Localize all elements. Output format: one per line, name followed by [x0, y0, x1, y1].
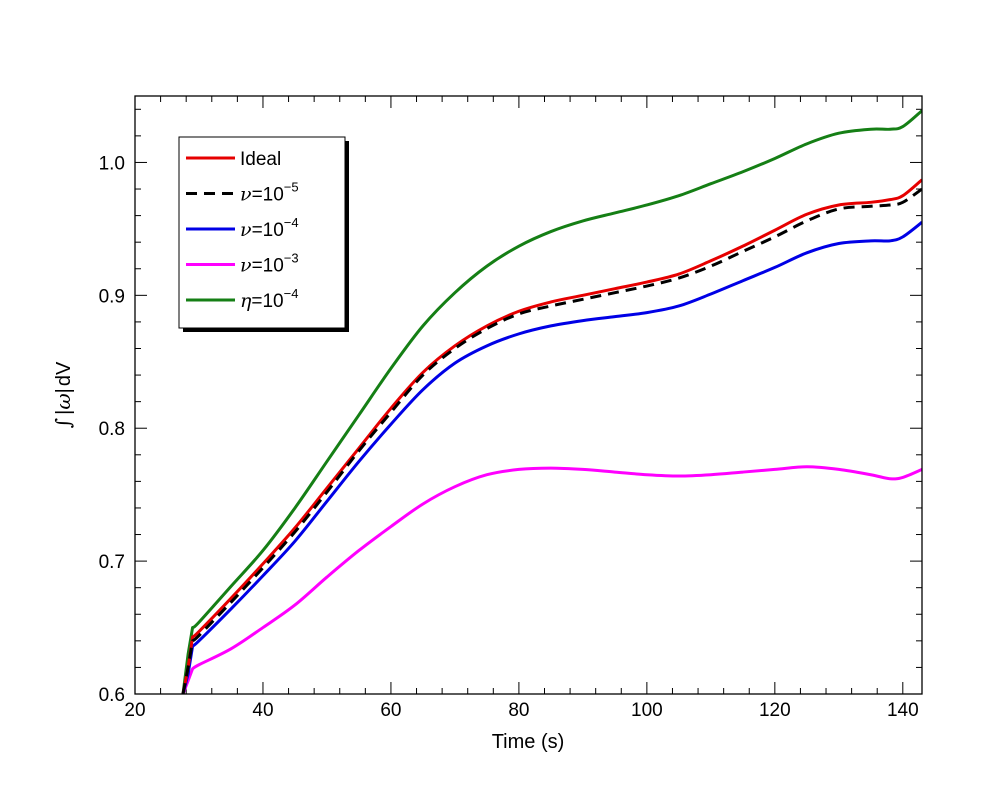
legend-label: η=10−4	[240, 286, 298, 312]
line-series-4	[181, 109, 922, 694]
plot-area	[181, 109, 922, 694]
y-tick-label: 0.7	[99, 552, 125, 573]
legend-label-eq: =10	[252, 256, 284, 277]
legend-label-exp: −4	[284, 215, 299, 230]
legend-label-eq: =10	[251, 291, 283, 312]
y-tick-label: 0.9	[99, 286, 125, 307]
x-tick-label: 140	[887, 700, 919, 721]
legend-box	[178, 136, 346, 329]
legend-label-exp: −3	[284, 251, 299, 266]
y-tick-label: 0.6	[99, 685, 125, 706]
line-series-2	[181, 221, 922, 694]
legend-label-symbol: η	[240, 290, 252, 312]
legend-label-eq: =10	[252, 185, 284, 206]
y-axis-label-omega: ω	[51, 393, 75, 409]
tick-labels: 20 40 60 80 100 120 140 0.6 0.7 0.8 0.9 1.0	[99, 153, 919, 721]
legend-label: Ideal	[240, 149, 281, 170]
line-series-1	[181, 187, 922, 694]
y-axis-label-bar-right: |	[53, 388, 75, 393]
series-lines	[181, 109, 922, 694]
x-tick-label: 40	[252, 700, 273, 721]
legend-label-exp: −4	[284, 286, 299, 301]
axis-ticks	[134, 96, 922, 695]
line-ideal	[181, 178, 922, 694]
y-axis-label-integral: ∫	[51, 418, 75, 428]
legend-entry: ν=10−3	[186, 251, 299, 277]
y-tick-label: 1.0	[99, 153, 125, 174]
legend-entry: ν=10−4	[186, 215, 299, 241]
line-series-3	[181, 465, 922, 694]
legend-label: ν=10−4	[240, 215, 299, 241]
legend-label-symbol: ν	[240, 184, 252, 206]
legend-label: ν=10−5	[240, 180, 299, 206]
x-tick-label: 60	[380, 700, 401, 721]
legend-label-exp: −5	[284, 180, 299, 195]
x-tick-label: 80	[508, 700, 529, 721]
y-tick-label: 0.8	[99, 419, 125, 440]
x-axis-label: Time (s)	[492, 731, 565, 753]
legend-label-eq: =10	[252, 220, 284, 241]
legend-entry: η=10−4	[186, 286, 298, 312]
x-tick-label: 20	[124, 700, 145, 721]
y-axis-label-dv: dV	[53, 361, 75, 386]
svg-text:∫|ω|dV: ∫ |ω| dV	[51, 361, 75, 428]
y-axis-label-bar-left: |	[53, 410, 75, 415]
x-tick-label: 100	[631, 700, 663, 721]
legend-label-symbol: ν	[240, 255, 252, 277]
legend-label-text: Ideal	[240, 149, 281, 170]
legend-entry: ν=10−5	[186, 180, 299, 206]
legend-label-symbol: ν	[240, 219, 252, 241]
y-axis-label: ∫ |ω| dV	[51, 361, 75, 428]
legend-label: ν=10−3	[240, 251, 299, 277]
legend-entry: Ideal	[186, 149, 281, 170]
x-tick-label: 120	[759, 700, 791, 721]
plot-frame	[134, 95, 923, 695]
